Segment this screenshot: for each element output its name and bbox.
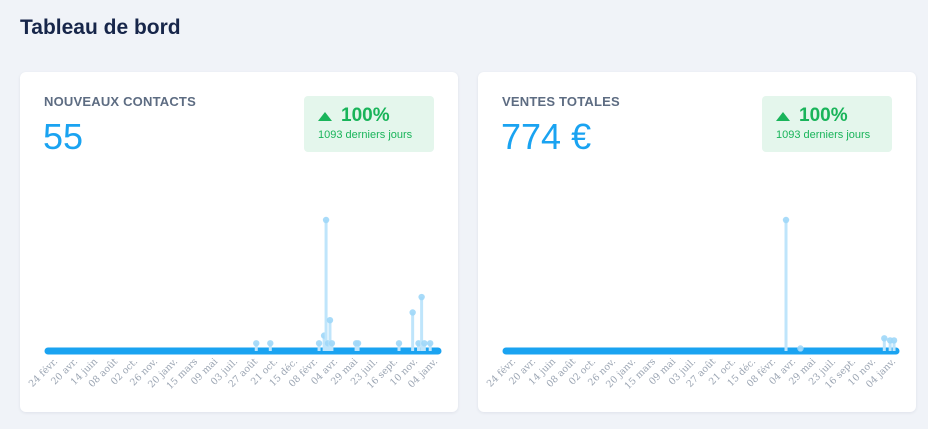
card-label: NOUVEAUX CONTACTS (44, 94, 196, 109)
data-point (881, 335, 888, 342)
data-point (418, 293, 425, 301)
data-point (415, 340, 422, 347)
trend-badge: 100% 1093 derniers jours (304, 96, 434, 152)
total-sales-card: VENTES TOTALES 774 € 100% 1093 derniers … (478, 72, 916, 412)
triangle-up-icon (318, 111, 332, 121)
badge-percent: 100% (799, 105, 848, 126)
new-contacts-card: NOUVEAUX CONTACTS 55 100% 1093 derniers … (20, 72, 458, 412)
data-point (395, 340, 403, 347)
data-point (409, 309, 416, 316)
card-label: VENTES TOTALES (502, 94, 620, 109)
data-point (890, 337, 898, 344)
card-value: 774 € (501, 116, 592, 157)
trend-badge: 100% 1093 derniers jours (762, 96, 892, 152)
data-point (253, 340, 260, 347)
data-point (267, 340, 274, 347)
page-title: Tableau de bord (20, 16, 181, 39)
data-point (322, 216, 330, 224)
card-value: 55 (43, 116, 84, 157)
badge-period: 1093 derniers jours (776, 129, 871, 141)
data-point (427, 340, 434, 347)
data-point (421, 340, 428, 347)
data-point (354, 340, 362, 347)
data-point (315, 340, 323, 347)
triangle-up-icon (776, 111, 790, 121)
badge-period: 1093 derniers jours (318, 129, 413, 141)
data-point (797, 345, 804, 352)
data-point (328, 340, 336, 347)
data-point (782, 216, 790, 224)
badge-percent: 100% (341, 105, 390, 126)
data-point (326, 316, 334, 324)
